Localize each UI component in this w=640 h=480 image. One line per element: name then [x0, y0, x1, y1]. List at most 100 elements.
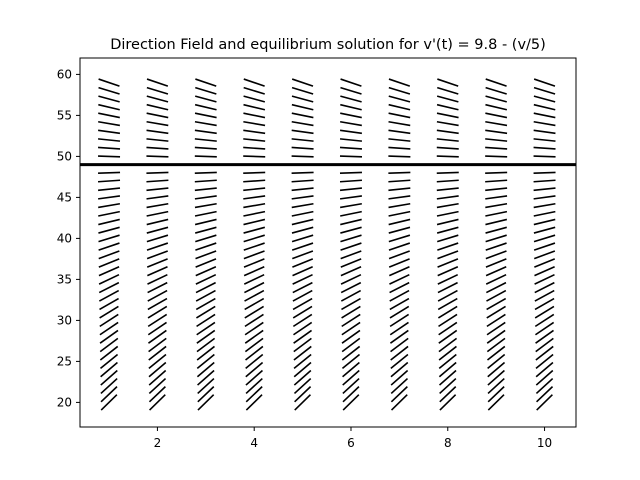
y-tick-label: 55 — [57, 108, 72, 122]
slope-segment — [436, 195, 459, 200]
slope-segment — [196, 305, 216, 319]
slope-segment — [535, 361, 554, 378]
slope-segment — [342, 386, 360, 403]
slope-segment — [146, 138, 169, 142]
slope-segment — [340, 289, 362, 302]
slope-segment — [195, 234, 217, 243]
slope-segment — [485, 78, 507, 87]
slope-segment — [194, 187, 217, 192]
slope-segment — [291, 103, 314, 111]
slope-segment — [243, 234, 265, 243]
slope-segment — [194, 179, 217, 183]
slope-segment — [294, 394, 312, 411]
slope-segment — [245, 394, 263, 411]
slope-segment — [485, 155, 508, 158]
slope-segment — [195, 297, 216, 311]
slope-segment — [243, 210, 266, 217]
slope-segment — [146, 120, 169, 127]
slope-segment — [342, 361, 360, 378]
slope-segment — [535, 345, 554, 361]
slope-segment — [148, 369, 167, 386]
slope-segment — [291, 242, 314, 251]
slope-segment — [388, 187, 411, 192]
slope-segment — [194, 146, 217, 150]
slope-segment — [243, 112, 266, 119]
y-axis: 20 25 30 35 40 45 50 55 60 — [57, 67, 80, 409]
slope-segment — [196, 345, 215, 361]
slope-segment — [243, 103, 266, 111]
slope-segment — [146, 95, 169, 103]
slope-segment — [388, 218, 411, 226]
slope-segment — [98, 289, 120, 302]
slope-segment — [439, 377, 457, 395]
chart-title: Direction Field and equilibrium solution… — [110, 37, 546, 53]
slope-segment — [438, 361, 457, 378]
slope-segment — [388, 155, 411, 158]
slope-segment — [388, 242, 411, 251]
slope-segment — [243, 202, 266, 209]
slope-segment — [533, 120, 556, 127]
slope-segment — [243, 179, 266, 183]
slope-segment — [533, 202, 556, 209]
slope-segment — [291, 112, 314, 119]
slope-segment — [533, 210, 556, 217]
slope-segment — [437, 258, 459, 268]
slope-segment — [390, 353, 409, 369]
slope-segment — [485, 258, 507, 268]
slope-segment — [195, 242, 217, 251]
slope-segment — [148, 386, 166, 403]
slope-segment — [195, 289, 216, 302]
slope-segment — [388, 202, 411, 209]
slope-segment — [292, 273, 313, 285]
slope-segments — [98, 78, 556, 411]
slope-segment — [243, 86, 265, 95]
y-tick-label: 20 — [57, 395, 72, 409]
slope-segment — [438, 345, 457, 361]
slope-segment — [293, 369, 312, 386]
slope-segment — [339, 155, 363, 158]
slope-segment — [293, 321, 313, 336]
y-tick-label: 25 — [57, 354, 72, 368]
slope-segment — [147, 266, 168, 277]
slope-segment — [244, 329, 264, 344]
slope-segment — [98, 242, 120, 251]
slope-segment — [147, 305, 168, 319]
slope-segment — [98, 258, 120, 268]
slope-segment — [341, 353, 361, 369]
slope-segment — [436, 171, 459, 174]
slope-segment — [195, 250, 217, 260]
slope-segment — [245, 353, 264, 369]
slope-segment — [339, 138, 363, 142]
slope-segment — [147, 329, 167, 344]
x-tick-label: 4 — [250, 436, 258, 450]
slope-segment — [195, 86, 217, 95]
slope-segment — [486, 297, 507, 311]
slope-segment — [438, 313, 458, 328]
slope-segment — [388, 258, 410, 268]
slope-segment — [194, 120, 217, 127]
slope-segment — [340, 210, 362, 217]
slope-segment — [293, 361, 312, 378]
slope-segment — [487, 386, 505, 403]
slope-segment — [536, 386, 554, 403]
slope-segment — [98, 218, 120, 226]
slope-segment — [147, 281, 168, 294]
slope-segment — [389, 305, 410, 319]
slope-segment — [439, 386, 457, 403]
slope-segment — [194, 138, 217, 142]
slope-segment — [340, 95, 362, 103]
slope-segment — [438, 353, 457, 369]
slope-segment — [535, 369, 554, 386]
slope-segment — [339, 187, 363, 192]
slope-segment — [243, 195, 266, 200]
slope-segment — [146, 210, 169, 217]
slope-segment — [291, 146, 314, 150]
slope-segment — [194, 103, 217, 111]
slope-segment — [243, 129, 266, 135]
slope-segment — [291, 187, 314, 192]
slope-segment — [437, 86, 459, 95]
slope-segment — [436, 129, 459, 135]
slope-segment — [534, 281, 555, 294]
slope-segment — [388, 195, 411, 200]
